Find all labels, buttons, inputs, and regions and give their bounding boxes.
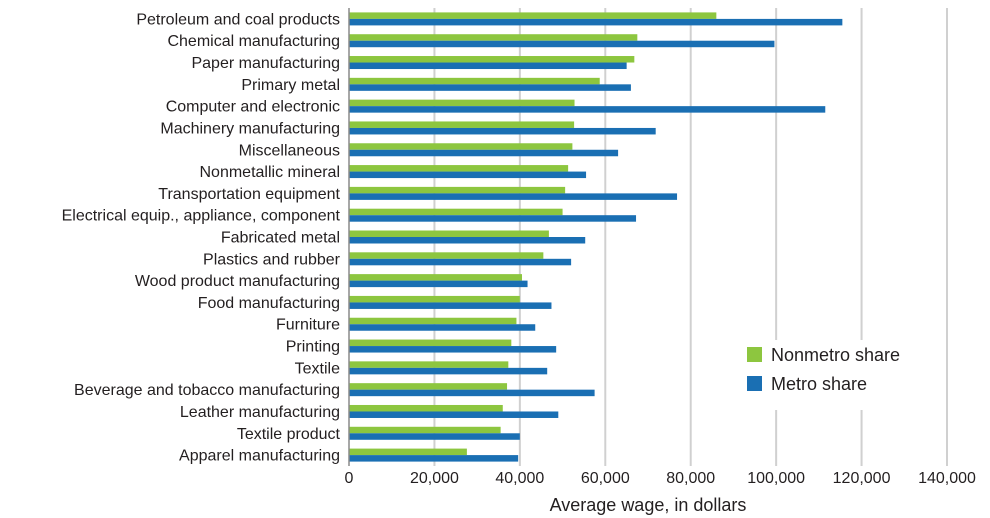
category-labels: Petroleum and coal products Chemical manu…: [62, 11, 341, 464]
bar-metro: [349, 433, 520, 440]
bar-nonmetro: [349, 143, 573, 150]
legend-label: Metro share: [771, 374, 867, 394]
bar-nonmetro: [349, 361, 509, 368]
bar-metro: [349, 149, 619, 157]
bar-metro: [349, 62, 627, 70]
bar-metro: [349, 302, 552, 309]
bar-nonmetro: [349, 34, 638, 41]
x-tick-labels: 0 20,000 40,000 60,000 80,000 100,000 120,000 1…: [345, 470, 976, 487]
bar-metro: [349, 258, 572, 266]
bar-nonmetro: [349, 383, 508, 390]
category-label: Paper manufacturing: [191, 55, 340, 72]
x-tick-label: 80,000: [666, 470, 715, 487]
category-label: Miscellaneous: [239, 142, 340, 159]
x-tick-label: 0: [345, 470, 354, 487]
category-label: Textile product: [237, 426, 341, 443]
category-label: Wood product manufacturing: [135, 273, 340, 290]
gridlines: [433, 8, 948, 466]
legend-swatch: [747, 376, 762, 391]
legend: Nonmetro share Metro share: [747, 345, 900, 394]
bar-metro: [349, 237, 586, 244]
category-label: Printing: [286, 339, 340, 356]
category-label: Food manufacturing: [198, 295, 340, 312]
bar-metro: [349, 346, 557, 353]
category-label: Transportation equipment: [158, 186, 340, 203]
category-label: Plastics and rubber: [203, 251, 341, 268]
x-tick-label: 60,000: [581, 470, 630, 487]
bar-metro: [349, 40, 775, 48]
category-label: Petroleum and coal products: [136, 11, 340, 28]
bar-nonmetro: [349, 186, 566, 194]
bar-metro: [349, 324, 536, 331]
bar-nonmetro: [349, 121, 575, 128]
bar-nonmetro: [349, 426, 501, 434]
bar-nonmetro: [349, 99, 575, 107]
category-label: Leather manufacturing: [180, 404, 340, 421]
bar-metro: [349, 389, 595, 397]
category-label: Textile: [295, 360, 340, 377]
bar-nonmetro: [349, 274, 522, 281]
category-label: Primary metal: [241, 77, 340, 94]
bar-nonmetro: [349, 339, 512, 347]
bar-nonmetro: [349, 56, 635, 63]
bar-metro: [349, 127, 656, 135]
category-label: Nonmetallic mineral: [200, 164, 341, 181]
legend-label: Nonmetro share: [771, 345, 900, 365]
bar-nonmetro: [349, 12, 717, 19]
bar-nonmetro: [349, 208, 563, 216]
bar-metro: [349, 84, 631, 91]
category-label: Furniture: [276, 317, 340, 334]
x-tick-label: 120,000: [833, 470, 891, 487]
bar-metro: [349, 171, 587, 179]
bar-nonmetro: [349, 165, 569, 172]
x-axis-title: Average wage, in dollars: [550, 495, 747, 515]
x-tick-label: 140,000: [918, 470, 976, 487]
bar-nonmetro: [349, 77, 600, 85]
category-label: Computer and electronic: [166, 99, 340, 116]
bar-metro: [349, 367, 548, 375]
x-tick-label: 40,000: [495, 470, 544, 487]
category-label: Apparel manufacturing: [179, 448, 340, 465]
x-tick-label: 20,000: [410, 470, 459, 487]
bar-nonmetro: [349, 448, 467, 456]
bar-metro: [349, 411, 559, 418]
bar-nonmetro: [349, 252, 544, 259]
bar-metro: [349, 215, 637, 222]
category-label: Machinery manufacturing: [160, 120, 340, 137]
x-tick-label: 100,000: [747, 470, 805, 487]
bar-metro: [349, 193, 678, 200]
category-label: Fabricated metal: [221, 230, 340, 247]
bar-metro: [349, 18, 843, 26]
bar-metro: [349, 106, 826, 113]
bar-nonmetro: [349, 317, 517, 325]
category-label: Electrical equip., appliance, component: [62, 208, 341, 225]
bar-metro: [349, 280, 528, 288]
legend-swatch: [747, 347, 762, 362]
category-label: Chemical manufacturing: [167, 33, 340, 50]
bar-nonmetro: [349, 295, 520, 303]
bar-nonmetro: [349, 230, 549, 237]
category-label: Beverage and tobacco manufacturing: [74, 382, 340, 399]
bars: [349, 12, 843, 462]
bar-metro: [349, 455, 519, 462]
bar-nonmetro: [349, 404, 503, 412]
